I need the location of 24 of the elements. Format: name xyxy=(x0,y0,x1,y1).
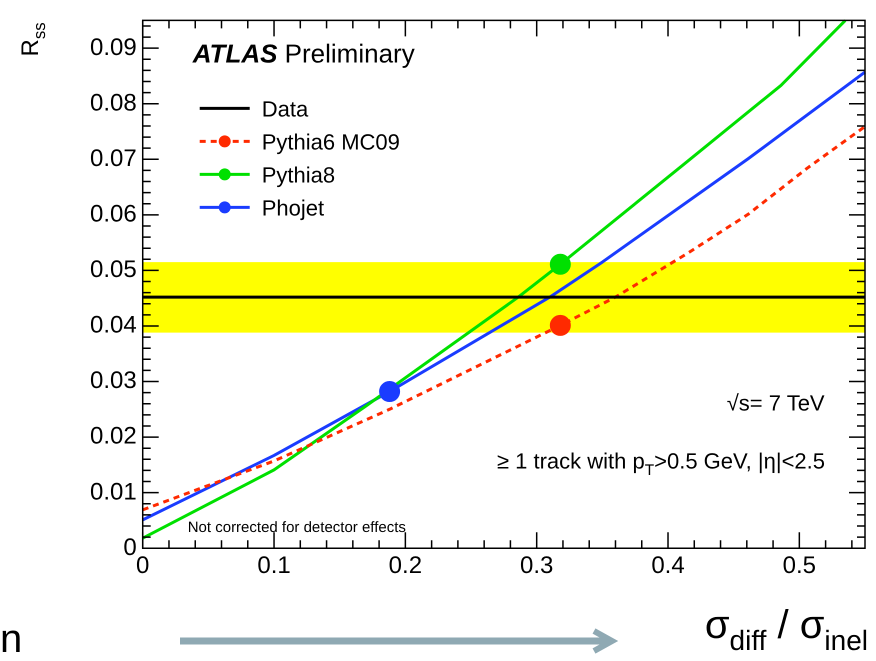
text: n xyxy=(0,617,22,661)
annotation: Not corrected for detector effects xyxy=(188,519,406,536)
y-axis-title: Rss xyxy=(17,22,50,57)
y-tick-label: 0.03 xyxy=(90,367,137,394)
y-tick-label: 0.08 xyxy=(90,89,137,116)
text: ATLAS Preliminary xyxy=(192,38,415,68)
x-tick-label: 0.5 xyxy=(782,552,816,580)
x-tick-label: 0.2 xyxy=(388,552,422,580)
annotation: √s= 7 TeV xyxy=(726,390,825,416)
legend-label: Data xyxy=(262,96,309,122)
y-tick-label: 0.09 xyxy=(90,34,137,61)
y-tick-label: 0.01 xyxy=(90,478,137,506)
y-tick-label: 0 xyxy=(123,534,137,561)
y-tick-label: 0.02 xyxy=(90,422,137,450)
x-tick-label: 0.4 xyxy=(651,552,685,580)
x-tick-label: 0.3 xyxy=(520,552,554,580)
y-tick-label: 0.06 xyxy=(90,200,137,228)
y-tick-label: 0.07 xyxy=(90,144,137,172)
x-tick-label: 0.1 xyxy=(257,552,291,580)
y-tick-label: 0.05 xyxy=(90,256,137,284)
y-tick-label: 0.04 xyxy=(90,312,137,339)
legend-label: Pythia8 xyxy=(262,162,336,188)
legend-label: Pythia6 MC09 xyxy=(262,129,400,154)
legend-label: Phojet xyxy=(262,195,324,220)
